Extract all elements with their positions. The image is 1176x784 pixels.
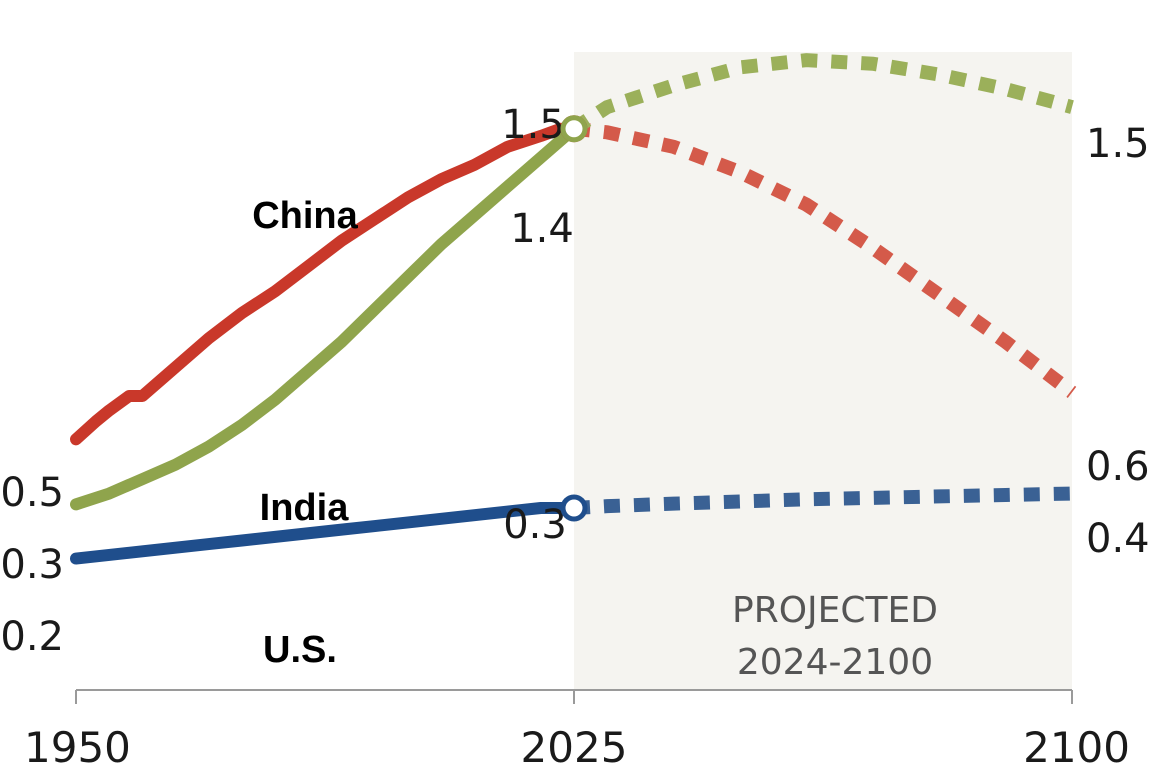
us-historical-line [70,501,580,565]
series-markers [560,115,588,522]
india-projected-line [570,53,1074,135]
india-historical-line [70,122,580,511]
china-2025-value: 1.4 [510,206,574,252]
china-projected-line [573,121,1077,398]
projected-label-line2: 2024-2100 [737,642,933,683]
projected-label-line1: PROJECTED [732,590,938,631]
projection-band [574,52,1072,690]
us-2025-marker [560,494,588,522]
x-tick-label-2025: 2025 [521,723,628,772]
china-2100-value: 0.6 [1086,444,1150,490]
series-name-india: India [260,487,350,529]
series-name-china: China [252,195,358,237]
x-tick-label-1950: 1950 [24,723,131,772]
china-start-value: 0.5 [0,470,64,516]
india-2025-marker [560,115,588,143]
series-name-us: U.S. [263,629,337,671]
china-historical-line [70,122,567,446]
x-axis: 1950 2025 2100 [24,689,1130,772]
india-2100-value: 1.5 [1086,121,1150,167]
series-lines [70,53,1077,565]
x-tick-label-2100: 2100 [1023,723,1130,772]
us-2025-value: 0.3 [503,502,567,548]
us-2100-value: 0.4 [1086,516,1150,562]
india-start-value: 0.3 [0,542,64,588]
us-start-value: 0.2 [0,614,64,660]
india-2025-value: 1.5 [501,102,565,148]
